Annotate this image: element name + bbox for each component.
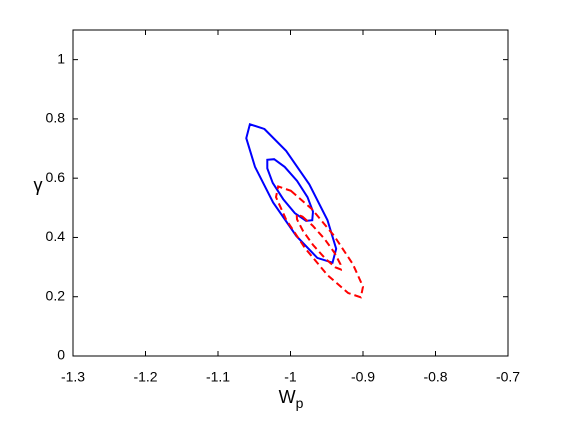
y-tick-label: 0.6 <box>46 169 66 185</box>
y-tick-label: 0.2 <box>46 287 66 303</box>
y-tick-label: 0.4 <box>46 228 66 244</box>
contour-line <box>295 212 342 271</box>
plot-frame <box>72 29 509 357</box>
x-axis-label-main: W <box>279 387 296 407</box>
x-tick-label: -1 <box>284 369 297 385</box>
y-tick-label: 0.8 <box>46 110 66 126</box>
x-tick-label: -0.9 <box>351 369 375 385</box>
x-tick-label: -0.8 <box>423 369 447 385</box>
contour-line <box>245 122 338 264</box>
x-axis-label: Wp <box>279 387 304 411</box>
contour-line <box>274 185 365 299</box>
y-tick-label: 1 <box>57 50 65 66</box>
x-tick-label: -1.2 <box>133 369 157 385</box>
x-tick-label: -1.3 <box>61 369 85 385</box>
x-tick-label: -1.1 <box>206 369 230 385</box>
y-tick-label: 0 <box>57 347 65 363</box>
x-axis-label-subscript: p <box>296 395 304 411</box>
x-tick-label: -0.7 <box>496 369 520 385</box>
y-axis-label: γ <box>34 175 43 195</box>
